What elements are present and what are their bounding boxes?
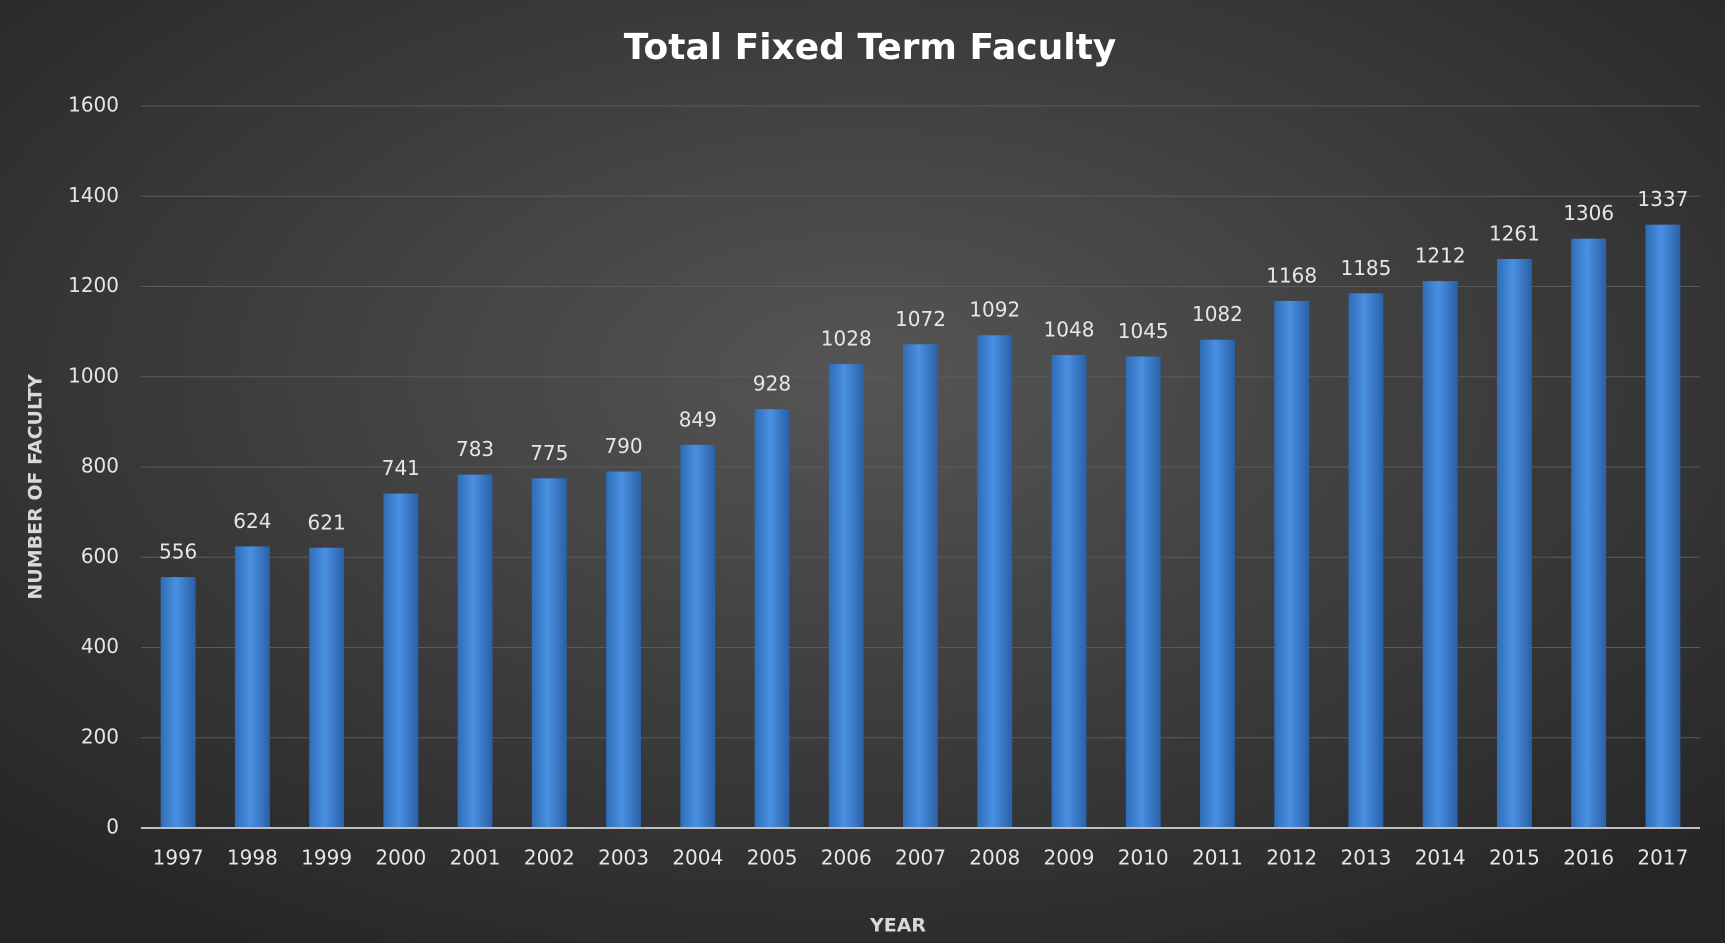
data-label: 1072 [895, 307, 946, 331]
bar [160, 577, 196, 828]
x-tick-label: 2012 [1266, 846, 1317, 870]
y-tick-label: 0 [106, 815, 119, 839]
bar [606, 471, 641, 828]
data-label: 624 [233, 509, 271, 533]
bar [1571, 238, 1607, 829]
x-tick-label: 1997 [153, 846, 204, 870]
y-tick-label: 800 [81, 454, 119, 478]
x-tick-label: 2006 [821, 846, 872, 870]
bar [754, 409, 790, 828]
data-label: 1337 [1637, 187, 1688, 211]
bar [977, 335, 1013, 828]
x-tick-label: 2015 [1489, 846, 1540, 870]
data-label: 928 [753, 372, 791, 396]
x-axis-title: YEAR [869, 915, 926, 937]
data-label: 1028 [821, 327, 872, 351]
x-tick-label: 2000 [375, 846, 426, 870]
y-tick-label: 1400 [68, 183, 119, 207]
bar [383, 493, 419, 828]
data-label: 1306 [1563, 201, 1614, 225]
bar [1422, 281, 1458, 829]
x-tick-label: 2011 [1192, 846, 1243, 870]
x-tick-label: 2014 [1415, 846, 1466, 870]
x-tick-label: 2001 [450, 846, 501, 870]
data-label: 1185 [1340, 256, 1391, 280]
data-label: 1092 [969, 298, 1020, 322]
y-tick-label: 400 [81, 634, 119, 658]
y-tick-label: 1600 [68, 93, 119, 117]
bar [1645, 224, 1681, 828]
x-tick-label: 2013 [1340, 846, 1391, 870]
x-tick-label: 1999 [301, 846, 352, 870]
bar [680, 444, 716, 828]
y-tick-label: 1200 [68, 273, 119, 297]
bar [531, 478, 567, 828]
x-tick-label: 2003 [598, 846, 649, 870]
data-label: 741 [382, 456, 420, 480]
x-tick-label: 2008 [969, 846, 1020, 870]
bar [1496, 258, 1532, 828]
data-label: 621 [308, 510, 346, 534]
bar [309, 547, 345, 828]
y-tick-label: 600 [81, 544, 119, 568]
data-label: 1082 [1192, 302, 1243, 326]
x-tick-label: 1998 [227, 846, 278, 870]
bar [1051, 355, 1087, 828]
bar [828, 364, 864, 828]
y-axis-title: NUMBER OF FACULTY [25, 374, 47, 599]
data-label: 1045 [1118, 319, 1169, 343]
x-tick-label: 2004 [672, 846, 723, 870]
bar [1348, 293, 1384, 828]
data-label: 849 [679, 407, 717, 431]
x-tick-label: 2010 [1118, 846, 1169, 870]
chart-title: Total Fixed Term Faculty [624, 27, 1117, 68]
data-label: 790 [604, 434, 642, 458]
x-tick-label: 2016 [1563, 846, 1614, 870]
data-label: 1212 [1415, 244, 1466, 268]
x-tick-label: 2009 [1044, 846, 1095, 870]
data-label: 783 [456, 437, 494, 461]
bar [903, 344, 938, 828]
data-label: 1261 [1489, 221, 1540, 245]
bar [1200, 339, 1235, 828]
x-tick-label: 2002 [524, 846, 575, 870]
bar [1274, 300, 1310, 828]
x-tick-label: 2007 [895, 846, 946, 870]
data-label: 1048 [1044, 318, 1095, 342]
bar [234, 546, 270, 828]
bar [457, 474, 493, 828]
bar [1125, 356, 1161, 828]
data-label: 775 [530, 441, 568, 465]
x-tick-label: 2005 [747, 846, 798, 870]
data-label: 556 [159, 540, 197, 564]
y-tick-label: 200 [81, 724, 119, 748]
y-tick-label: 1000 [68, 363, 119, 387]
data-label: 1168 [1266, 263, 1317, 287]
x-tick-label: 2017 [1637, 846, 1688, 870]
